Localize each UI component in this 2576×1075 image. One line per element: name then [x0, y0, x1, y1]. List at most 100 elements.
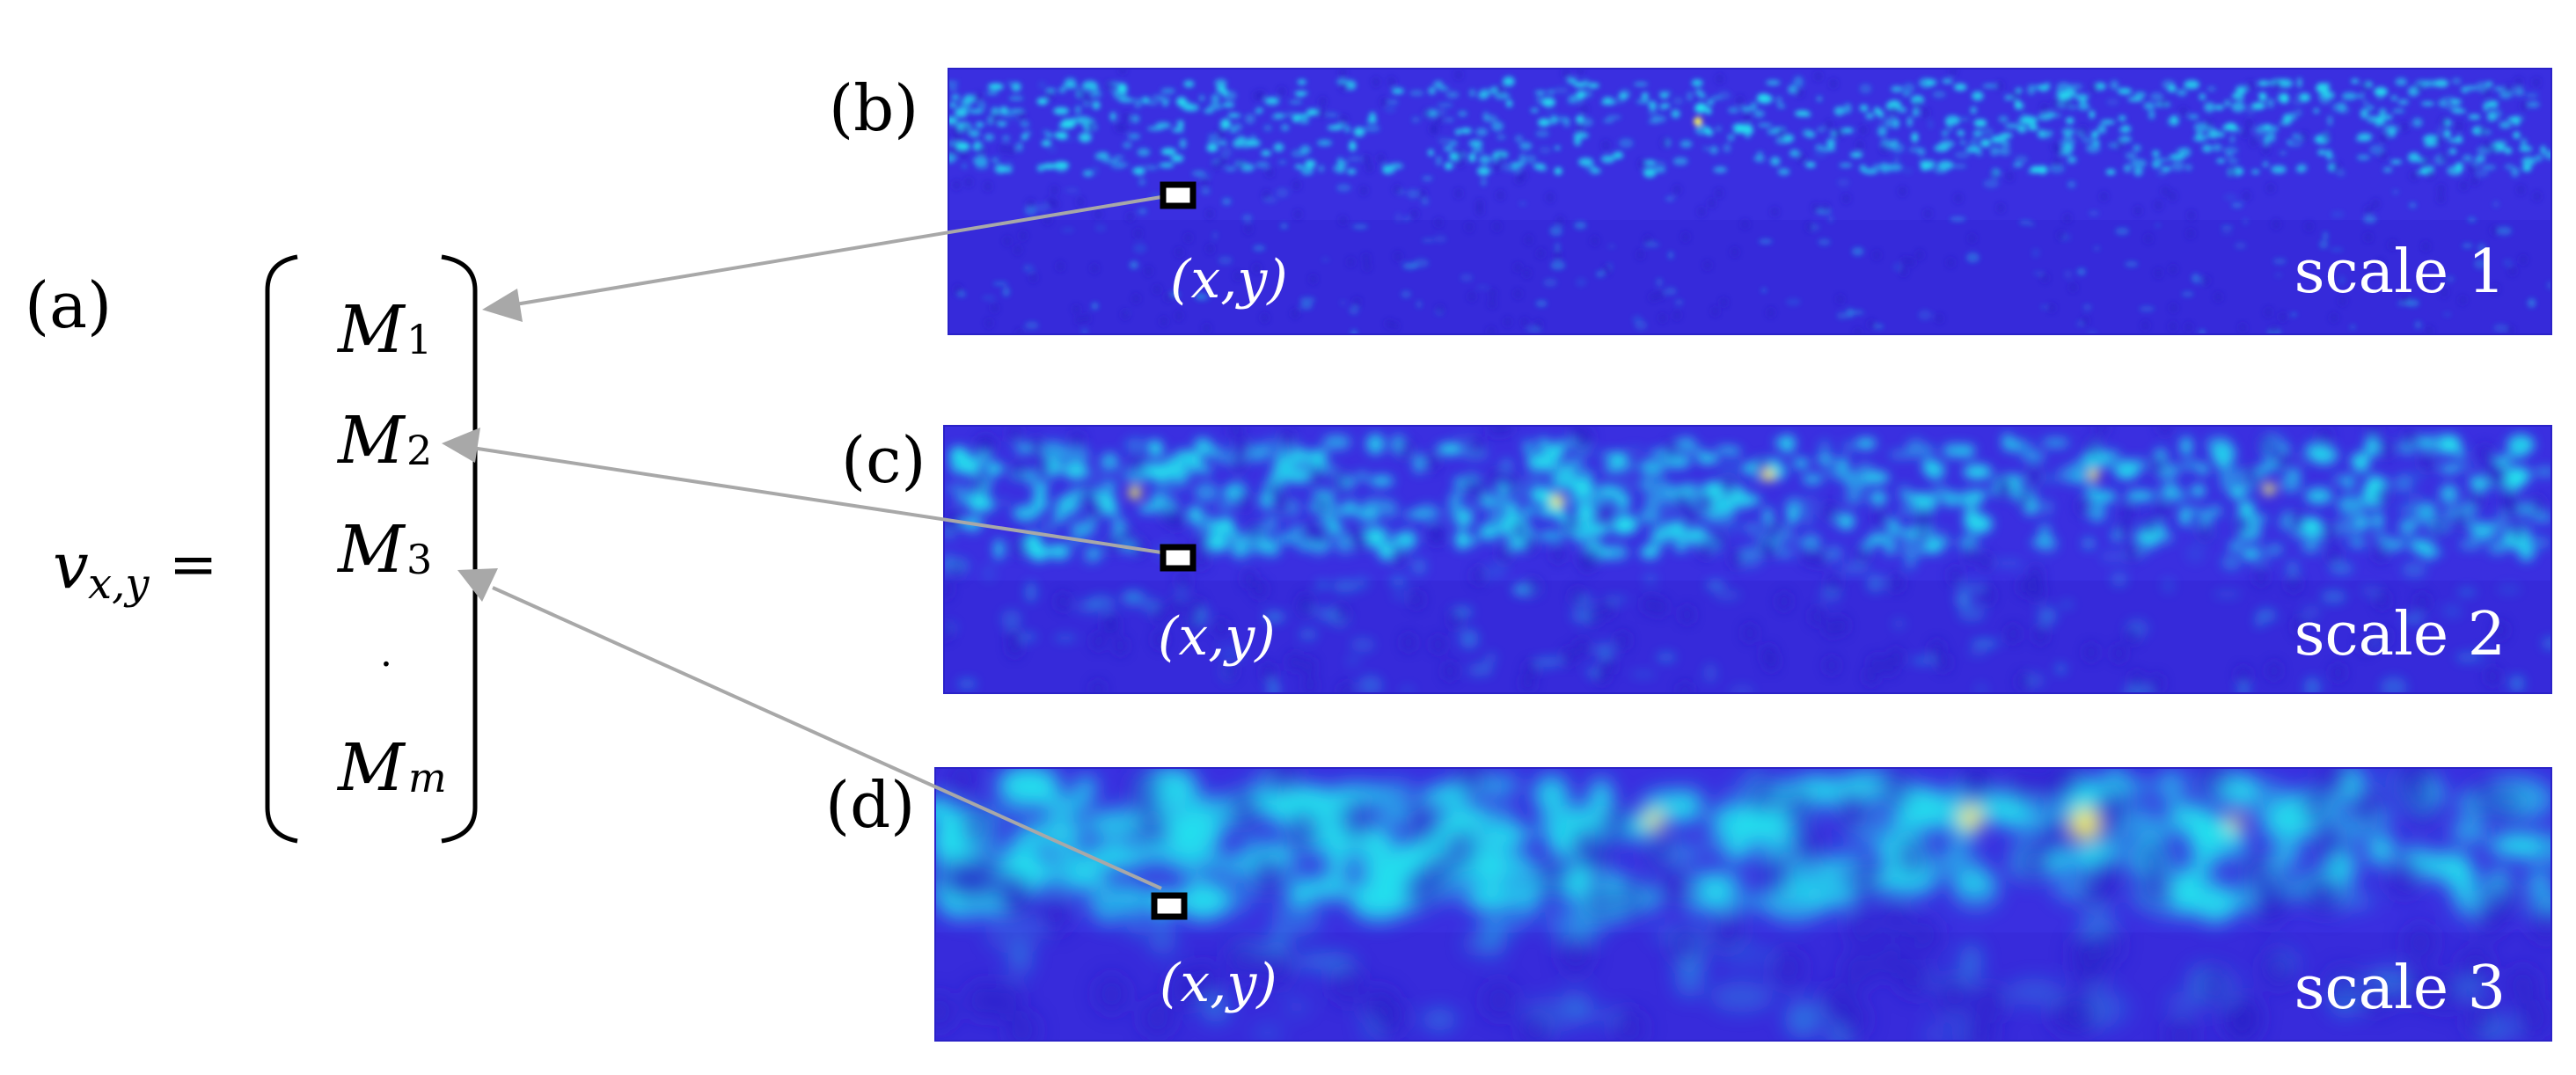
- speckle: [2513, 115, 2521, 126]
- dark-streak: [1251, 579, 1268, 600]
- speckle: [1101, 152, 1107, 157]
- speckle: [2338, 275, 2345, 285]
- speckle: [2027, 84, 2036, 95]
- speckle: [2262, 162, 2269, 167]
- speckle: [1316, 139, 1333, 146]
- dark-streak: [1995, 80, 2004, 91]
- speckle: [1671, 109, 1680, 119]
- dark-streak: [1434, 114, 1443, 125]
- dark-streak: [1175, 311, 1183, 321]
- dark-streak: [1833, 128, 1842, 138]
- speckle: [1167, 472, 1193, 480]
- dark-streak: [1046, 196, 1056, 207]
- speckle: [2179, 507, 2190, 526]
- dark-streak: [2075, 496, 2092, 516]
- dark-streak: [2005, 172, 2014, 182]
- speckle: [2442, 311, 2452, 318]
- dark-streak: [1962, 544, 1979, 564]
- panel-label-c: (c): [841, 423, 926, 497]
- scale-3-frame: [934, 767, 2552, 1042]
- dark-streak: [1362, 154, 1372, 165]
- dark-streak: [1418, 188, 1427, 200]
- speckle: [2111, 572, 2127, 587]
- dark-streak: [2161, 186, 2170, 197]
- speckle: [975, 121, 984, 128]
- dark-streak: [1055, 591, 1071, 612]
- dark-streak: [2025, 466, 2042, 486]
- speckle: [1225, 166, 1236, 172]
- dark-streak: [1353, 531, 1369, 552]
- dark-streak: [1697, 492, 1714, 512]
- speckle: [2060, 601, 2075, 609]
- dark-streak: [1521, 535, 1538, 555]
- speckle: [2048, 164, 2065, 173]
- dark-streak: [2455, 121, 2464, 131]
- dark-streak: [1674, 491, 1690, 511]
- dark-streak: [1227, 426, 1244, 439]
- speckle: [2221, 124, 2238, 131]
- dark-streak: [2155, 499, 2170, 519]
- speckle: [1952, 164, 1967, 168]
- arrow-scale-3-to-m3: [457, 568, 1162, 890]
- speckle: [1436, 156, 1442, 166]
- speckle: [2350, 325, 2356, 330]
- speckle: [2066, 117, 2075, 124]
- speckle: [1344, 125, 1350, 133]
- dark-streak: [1286, 652, 1303, 672]
- speckle: [1007, 942, 1033, 976]
- dark-streak: [1740, 219, 1750, 230]
- speckle: [2258, 80, 2269, 86]
- dark-streak: [2426, 169, 2435, 179]
- scale-2-texture: [944, 426, 2551, 693]
- dark-streak: [1105, 80, 1114, 91]
- speckle: [1737, 548, 1763, 569]
- dark-streak: [2164, 1016, 2199, 1041]
- speckle: [2543, 150, 2551, 160]
- speckle: [1276, 187, 1289, 198]
- dark-streak: [2141, 320, 2150, 331]
- speckle: [1582, 117, 1593, 127]
- speckle: [1421, 198, 1430, 205]
- speckle: [1980, 139, 1991, 148]
- speckle: [2009, 807, 2047, 835]
- dark-streak: [1643, 830, 1677, 870]
- speckle: [1892, 618, 1906, 630]
- speckle: [1114, 158, 1120, 165]
- speckle: [1952, 876, 2000, 910]
- vector-symbol: v x,y =: [53, 529, 217, 609]
- speckle: [949, 453, 964, 474]
- scale-1-label: scale 1: [2294, 238, 2506, 307]
- speckle: [1138, 178, 1146, 186]
- speckle: [2513, 131, 2521, 139]
- speckle: [1902, 83, 1915, 94]
- dark-streak: [1183, 232, 1193, 243]
- speckle: [2206, 86, 2216, 91]
- dark-streak: [959, 149, 969, 159]
- speckle: [2055, 90, 2065, 99]
- dark-streak: [1260, 662, 1277, 682]
- speckle: [2105, 169, 2116, 175]
- dark-streak: [1598, 504, 1614, 524]
- dark-streak: [953, 284, 962, 295]
- speckle: [1932, 91, 1946, 99]
- dark-streak: [2272, 219, 2280, 230]
- dark-streak: [2489, 143, 2498, 155]
- speckle: [1530, 108, 1539, 113]
- dark-streak: [2378, 150, 2388, 160]
- speckle: [1850, 310, 1864, 316]
- speckle: [1849, 151, 1863, 158]
- speckle: [2234, 242, 2247, 250]
- dark-streak: [1006, 145, 1016, 156]
- speckle: [1467, 662, 1485, 677]
- speckle: [1198, 464, 1212, 474]
- speckle: [1053, 106, 1070, 115]
- speckle: [988, 83, 1004, 91]
- speckle: [1622, 446, 1646, 456]
- speckle: [1638, 459, 1665, 474]
- dark-streak: [1253, 91, 1262, 101]
- speckle: [1413, 453, 1424, 474]
- speckle: [2156, 157, 2172, 162]
- speckle: [2374, 87, 2388, 97]
- speckle: [1743, 523, 1760, 532]
- speckle: [2304, 441, 2323, 459]
